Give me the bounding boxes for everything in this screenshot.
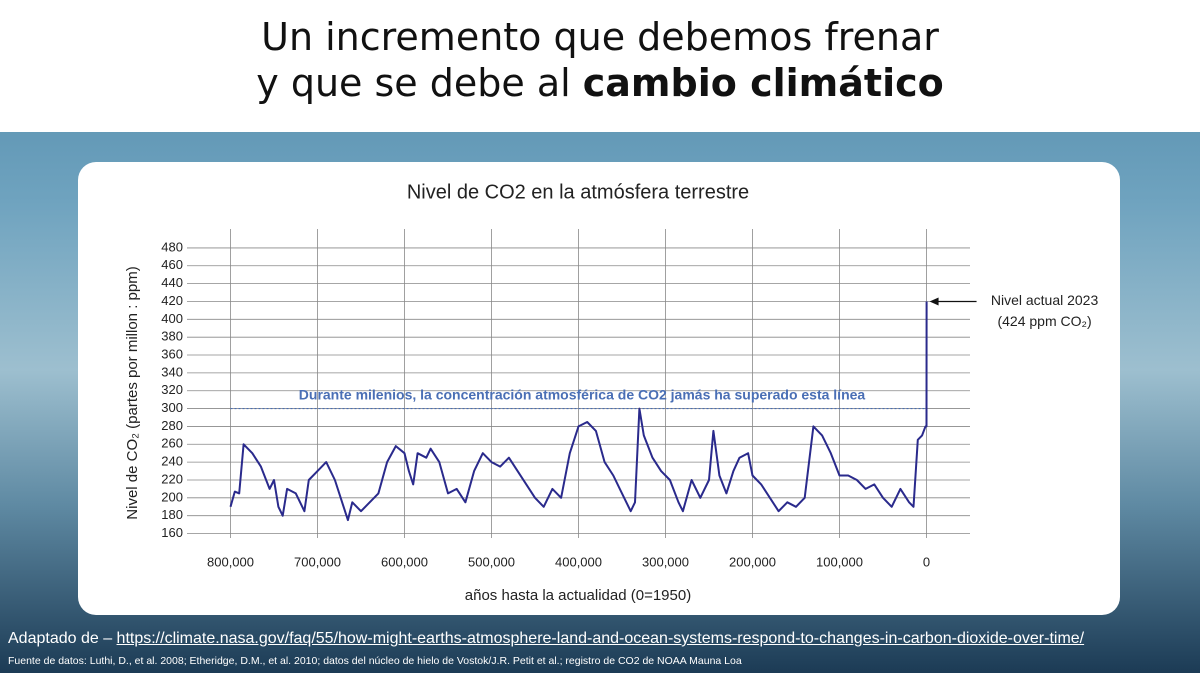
annotation: Nivel actual 2023 <box>991 292 1099 308</box>
y-tick-label: 160 <box>161 525 183 540</box>
co2-line <box>229 301 928 522</box>
title-line: Un incremento que debemos frenar <box>261 15 939 59</box>
x-tick-label: 300,000 <box>642 554 689 569</box>
chart-card <box>78 162 1120 615</box>
x-axis-label: años hasta la actualidad (0=1950) <box>465 587 691 604</box>
y-axis-label: Nivel de CO₂ (partes por millon : ppm) <box>124 266 141 519</box>
y-tick-label: 360 <box>161 346 183 361</box>
data-sources: Fuente de datos: Luthi, D., et al. 2008;… <box>8 655 742 667</box>
y-tick-label: 220 <box>161 471 183 486</box>
x-tick-label: 400,000 <box>555 554 602 569</box>
y-tick-label: 460 <box>161 257 183 272</box>
x-tick-label: 600,000 <box>381 554 428 569</box>
y-tick-label: 200 <box>161 489 183 504</box>
chart-title: Nivel de CO2 en la atmósfera terrestre <box>407 181 749 203</box>
y-tick-label: 180 <box>161 507 183 522</box>
y-tick-label: 400 <box>161 311 183 326</box>
y-tick-label: 340 <box>161 364 183 379</box>
x-tick-label: 700,000 <box>294 554 341 569</box>
y-tick-label: 480 <box>161 239 183 254</box>
threshold-label: Durante milenios, la concentración atmos… <box>299 386 866 402</box>
y-tick-label: 380 <box>161 329 183 344</box>
x-tick-label: 800,000 <box>207 554 254 569</box>
y-tick-label: 300 <box>161 400 183 415</box>
y-tick-label: 260 <box>161 436 183 451</box>
title-line: y que se debe al cambio climático <box>0 60 1200 106</box>
y-tick-label: 280 <box>161 418 183 433</box>
title-text: y que se debe al <box>256 61 583 105</box>
x-tick-label: 500,000 <box>468 554 515 569</box>
x-tick-label: 100,000 <box>816 554 863 569</box>
source-prefix: Adaptado de – <box>8 630 117 647</box>
annotation-arrowhead <box>929 297 939 306</box>
header: Un incremento que debemos frenar y que s… <box>0 0 1200 132</box>
y-tick-label: 440 <box>161 275 183 290</box>
source-link[interactable]: https://climate.nasa.gov/faq/55/how-migh… <box>116 630 1085 647</box>
y-tick-label: 420 <box>161 293 183 308</box>
source: Adaptado de – https://climate.nasa.gov/f… <box>8 630 1084 648</box>
y-tick-label: 240 <box>161 454 183 469</box>
x-tick-label: 200,000 <box>729 554 776 569</box>
x-tick-label: 0 <box>923 554 930 569</box>
y-tick-label: 320 <box>161 382 183 397</box>
annotation: (424 ppm CO₂) <box>997 313 1091 329</box>
title-bold: cambio climático <box>582 61 944 105</box>
